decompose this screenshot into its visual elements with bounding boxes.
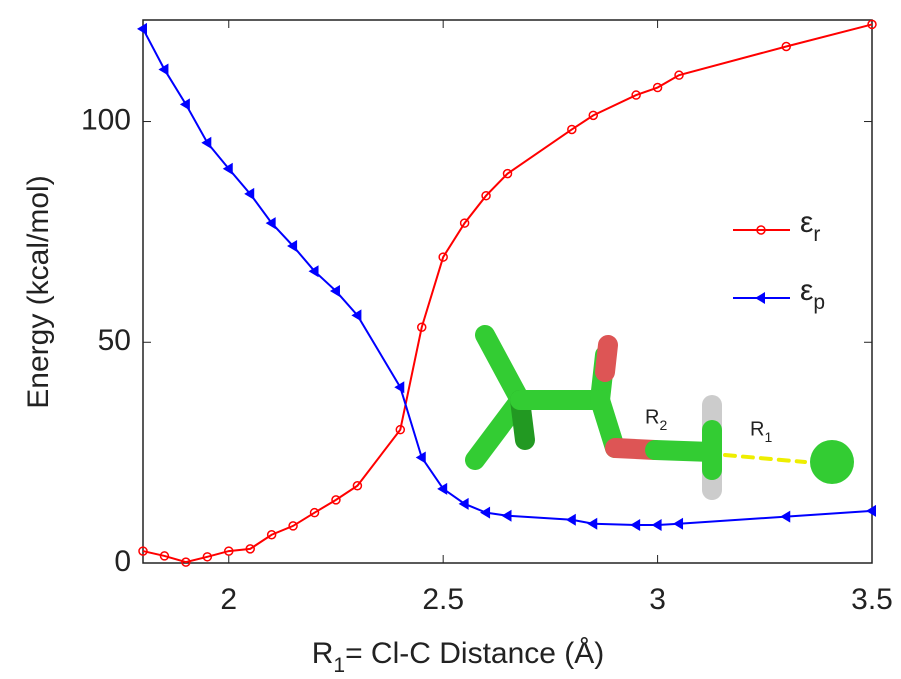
- plot-frame: [143, 20, 872, 563]
- x-tick-label: 2.5: [422, 583, 464, 616]
- point: [566, 514, 576, 526]
- x-axis-label: R1= Cl-C Distance (Å): [312, 637, 605, 677]
- point: [437, 483, 447, 495]
- point: [480, 507, 490, 519]
- x-tick-label: 2: [220, 583, 237, 616]
- y-axis-label: Energy (kcal/mol): [22, 175, 55, 408]
- point: [673, 518, 683, 530]
- x-tick-label: 3.5: [851, 583, 893, 616]
- point: [502, 510, 512, 522]
- point: [652, 519, 662, 531]
- y-tick-label: 100: [81, 103, 131, 136]
- point: [780, 511, 790, 523]
- x-tick-label: 3: [649, 583, 666, 616]
- chart: R1= Cl-C Distance (Å) Energy (kcal/mol) …: [0, 0, 901, 679]
- point: [630, 519, 640, 531]
- y-tick-label: 0: [114, 545, 131, 578]
- point: [137, 23, 147, 35]
- point: [201, 137, 211, 149]
- legend-label: εr: [800, 206, 820, 246]
- point: [866, 505, 876, 517]
- point: [266, 217, 276, 229]
- legend-marker: [755, 292, 765, 304]
- y-tick-label: 50: [98, 324, 131, 357]
- legend-label: εp: [800, 274, 825, 314]
- point: [158, 63, 168, 75]
- point: [394, 381, 404, 393]
- point: [180, 98, 190, 110]
- molecule: [475, 335, 854, 490]
- series-line: [143, 24, 872, 562]
- annotation: R2: [645, 406, 667, 432]
- annotation: R1: [750, 418, 772, 444]
- point: [587, 518, 597, 530]
- series-line: [143, 29, 872, 525]
